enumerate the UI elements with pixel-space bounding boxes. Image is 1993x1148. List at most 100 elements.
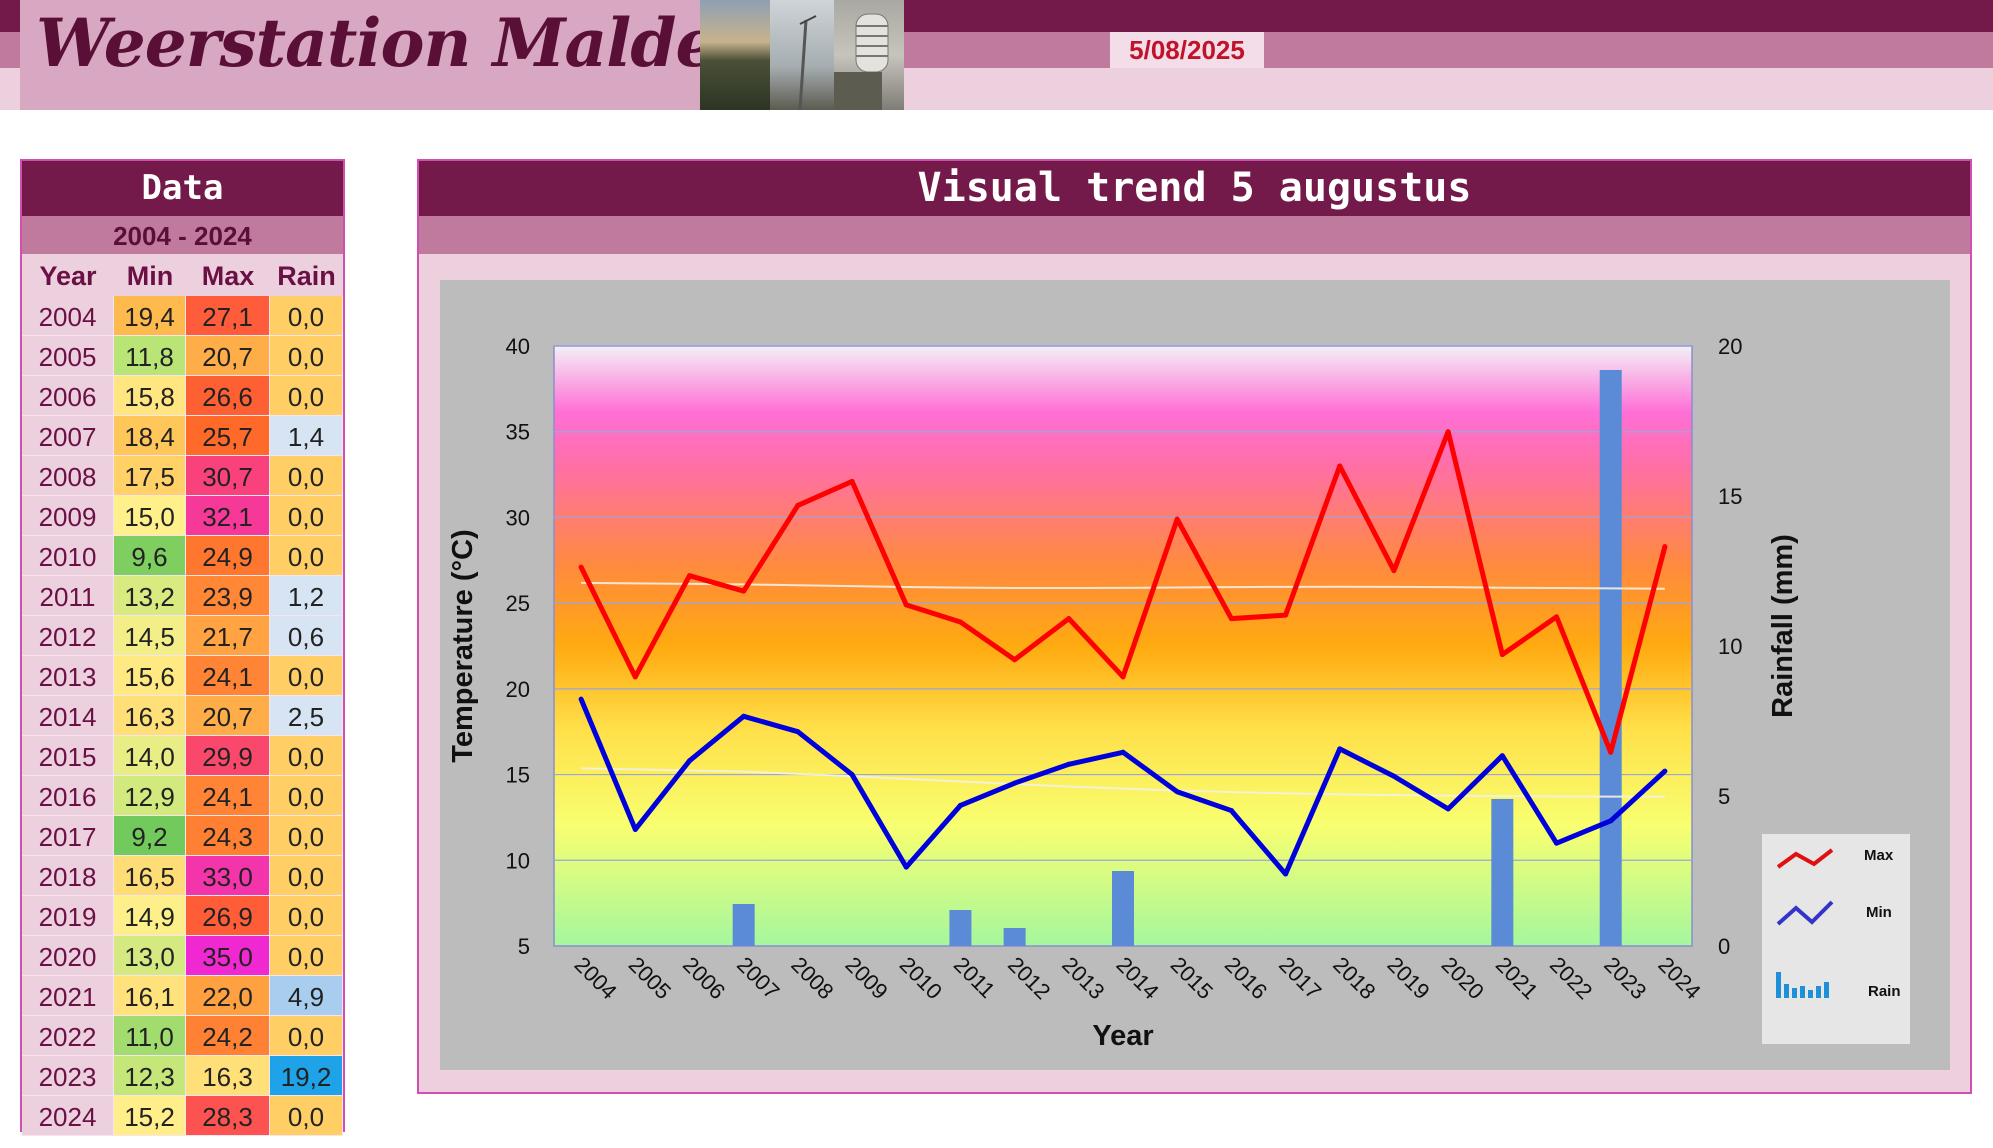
column-header-max: Max xyxy=(201,261,255,291)
y2-axis-title: Rainfall (mm) xyxy=(1767,534,1799,718)
y2-tick-label: 0 xyxy=(1718,934,1730,959)
legend-rain-bar xyxy=(1776,972,1781,998)
table-cell-rain: 0,0 xyxy=(270,1096,343,1136)
radiation-shield-icon xyxy=(834,13,889,110)
data-point-min xyxy=(1554,840,1560,846)
table-cell-max: 32,1 xyxy=(186,496,270,536)
table-cell-rain: 0,0 xyxy=(270,496,343,536)
table-cell-min: 12,9 xyxy=(114,776,186,816)
table-cell-max: 24,1 xyxy=(186,776,270,816)
table-cell-min: 16,3 xyxy=(114,696,186,736)
table-cell-year: 2006 xyxy=(22,376,114,416)
table-cell-rain: 0,0 xyxy=(270,936,343,976)
data-point-max xyxy=(1174,516,1180,522)
table-cell-max: 23,9 xyxy=(186,576,270,616)
table-cell-max: 28,3 xyxy=(186,1096,270,1136)
station-photo-mast xyxy=(770,0,834,111)
data-point-max xyxy=(1012,657,1018,663)
y-tick-label: 25 xyxy=(506,591,530,616)
y-tick-label: 20 xyxy=(506,677,530,702)
data-panel-title: Data xyxy=(22,161,343,216)
table-cell-min: 15,0 xyxy=(114,496,186,536)
table-cell-rain: 1,4 xyxy=(270,416,343,456)
legend-rain-bar xyxy=(1800,986,1805,998)
legend-label-rain: Rain xyxy=(1868,983,1901,1000)
data-point-max xyxy=(1445,429,1451,435)
table-cell-max: 33,0 xyxy=(186,856,270,896)
table-cell-min: 9,2 xyxy=(114,816,186,856)
data-point-min xyxy=(578,696,584,702)
table-cell-max: 26,9 xyxy=(186,896,270,936)
y2-tick-label: 10 xyxy=(1718,634,1742,659)
table-cell-min: 14,5 xyxy=(114,616,186,656)
table-cell-rain: 0,0 xyxy=(270,896,343,936)
y2-tick-label: 20 xyxy=(1718,334,1742,359)
data-point-min xyxy=(1662,768,1668,774)
table-cell-max: 24,9 xyxy=(186,536,270,576)
data-point-min xyxy=(1445,806,1451,812)
table-cell-year: 2004 xyxy=(22,296,114,336)
data-point-max xyxy=(741,588,747,594)
table-cell-rain: 0,0 xyxy=(270,376,343,416)
table-cell-min: 15,6 xyxy=(114,656,186,696)
table-cell-min: 15,2 xyxy=(114,1096,186,1136)
title-box xyxy=(20,0,700,110)
y2-tick-label: 15 xyxy=(1718,484,1742,509)
table-cell-max: 35,0 xyxy=(186,936,270,976)
legend-box xyxy=(1762,834,1910,1044)
table-cell-max: 22,0 xyxy=(186,976,270,1016)
column-header-year: Year xyxy=(39,261,97,291)
data-point-max xyxy=(1608,749,1614,755)
data-point-max xyxy=(1554,614,1560,620)
table-cell-rain: 0,0 xyxy=(270,736,343,776)
rain-bar xyxy=(1599,370,1622,946)
legend-rain-bar xyxy=(1824,982,1829,998)
data-point-min xyxy=(1174,789,1180,795)
table-cell-min: 9,6 xyxy=(114,536,186,576)
rain-bar xyxy=(732,904,755,946)
table-cell-min: 14,9 xyxy=(114,896,186,936)
table-cell-min: 13,0 xyxy=(114,936,186,976)
data-point-max xyxy=(1228,616,1234,622)
table-cell-rain: 0,0 xyxy=(270,816,343,856)
chart-panel-subband xyxy=(419,216,1970,254)
table-cell-year: 2023 xyxy=(22,1056,114,1096)
plot-area xyxy=(553,345,1693,947)
table-cell-rain: 0,0 xyxy=(270,536,343,576)
table-cell-year: 2015 xyxy=(22,736,114,776)
data-point-max xyxy=(1499,652,1505,658)
table-cell-max: 16,3 xyxy=(186,1056,270,1096)
station-photo-screen xyxy=(834,0,904,110)
legend-label-min: Min xyxy=(1866,904,1892,921)
table-cell-max: 21,7 xyxy=(186,616,270,656)
table-cell-year: 2021 xyxy=(22,976,114,1016)
table-cell-year: 2017 xyxy=(22,816,114,856)
anemometer-mast-icon xyxy=(798,15,817,111)
table-cell-rain: 0,6 xyxy=(270,616,343,656)
rain-bar xyxy=(1491,799,1514,946)
data-period: 2004 - 2024 xyxy=(22,216,343,254)
data-point-min xyxy=(1608,818,1614,824)
column-header-rain: Rain xyxy=(277,261,336,291)
data-point-max xyxy=(1337,463,1343,469)
table-cell-min: 17,5 xyxy=(114,456,186,496)
table-cell-year: 2014 xyxy=(22,696,114,736)
data-point-min xyxy=(1066,761,1072,767)
table-cell-min: 13,2 xyxy=(114,576,186,616)
table-cell-rain: 1,2 xyxy=(270,576,343,616)
table-cell-year: 2016 xyxy=(22,776,114,816)
y-tick-label: 15 xyxy=(506,763,530,788)
legend-label-max: Max xyxy=(1864,847,1894,864)
table-cell-year: 2009 xyxy=(22,496,114,536)
legend-rain-bar xyxy=(1816,986,1821,998)
rain-bar xyxy=(1003,928,1026,946)
data-point-max xyxy=(686,573,692,579)
table-cell-min: 11,0 xyxy=(114,1016,186,1056)
data-point-max xyxy=(578,564,584,570)
table-cell-rain: 0,0 xyxy=(270,656,343,696)
table-cell-rain: 0,0 xyxy=(270,336,343,376)
legend-rain-bar xyxy=(1792,988,1797,998)
table-cell-rain: 0,0 xyxy=(270,1016,343,1056)
y-tick-label: 30 xyxy=(506,505,530,530)
table-cell-rain: 0,0 xyxy=(270,456,343,496)
